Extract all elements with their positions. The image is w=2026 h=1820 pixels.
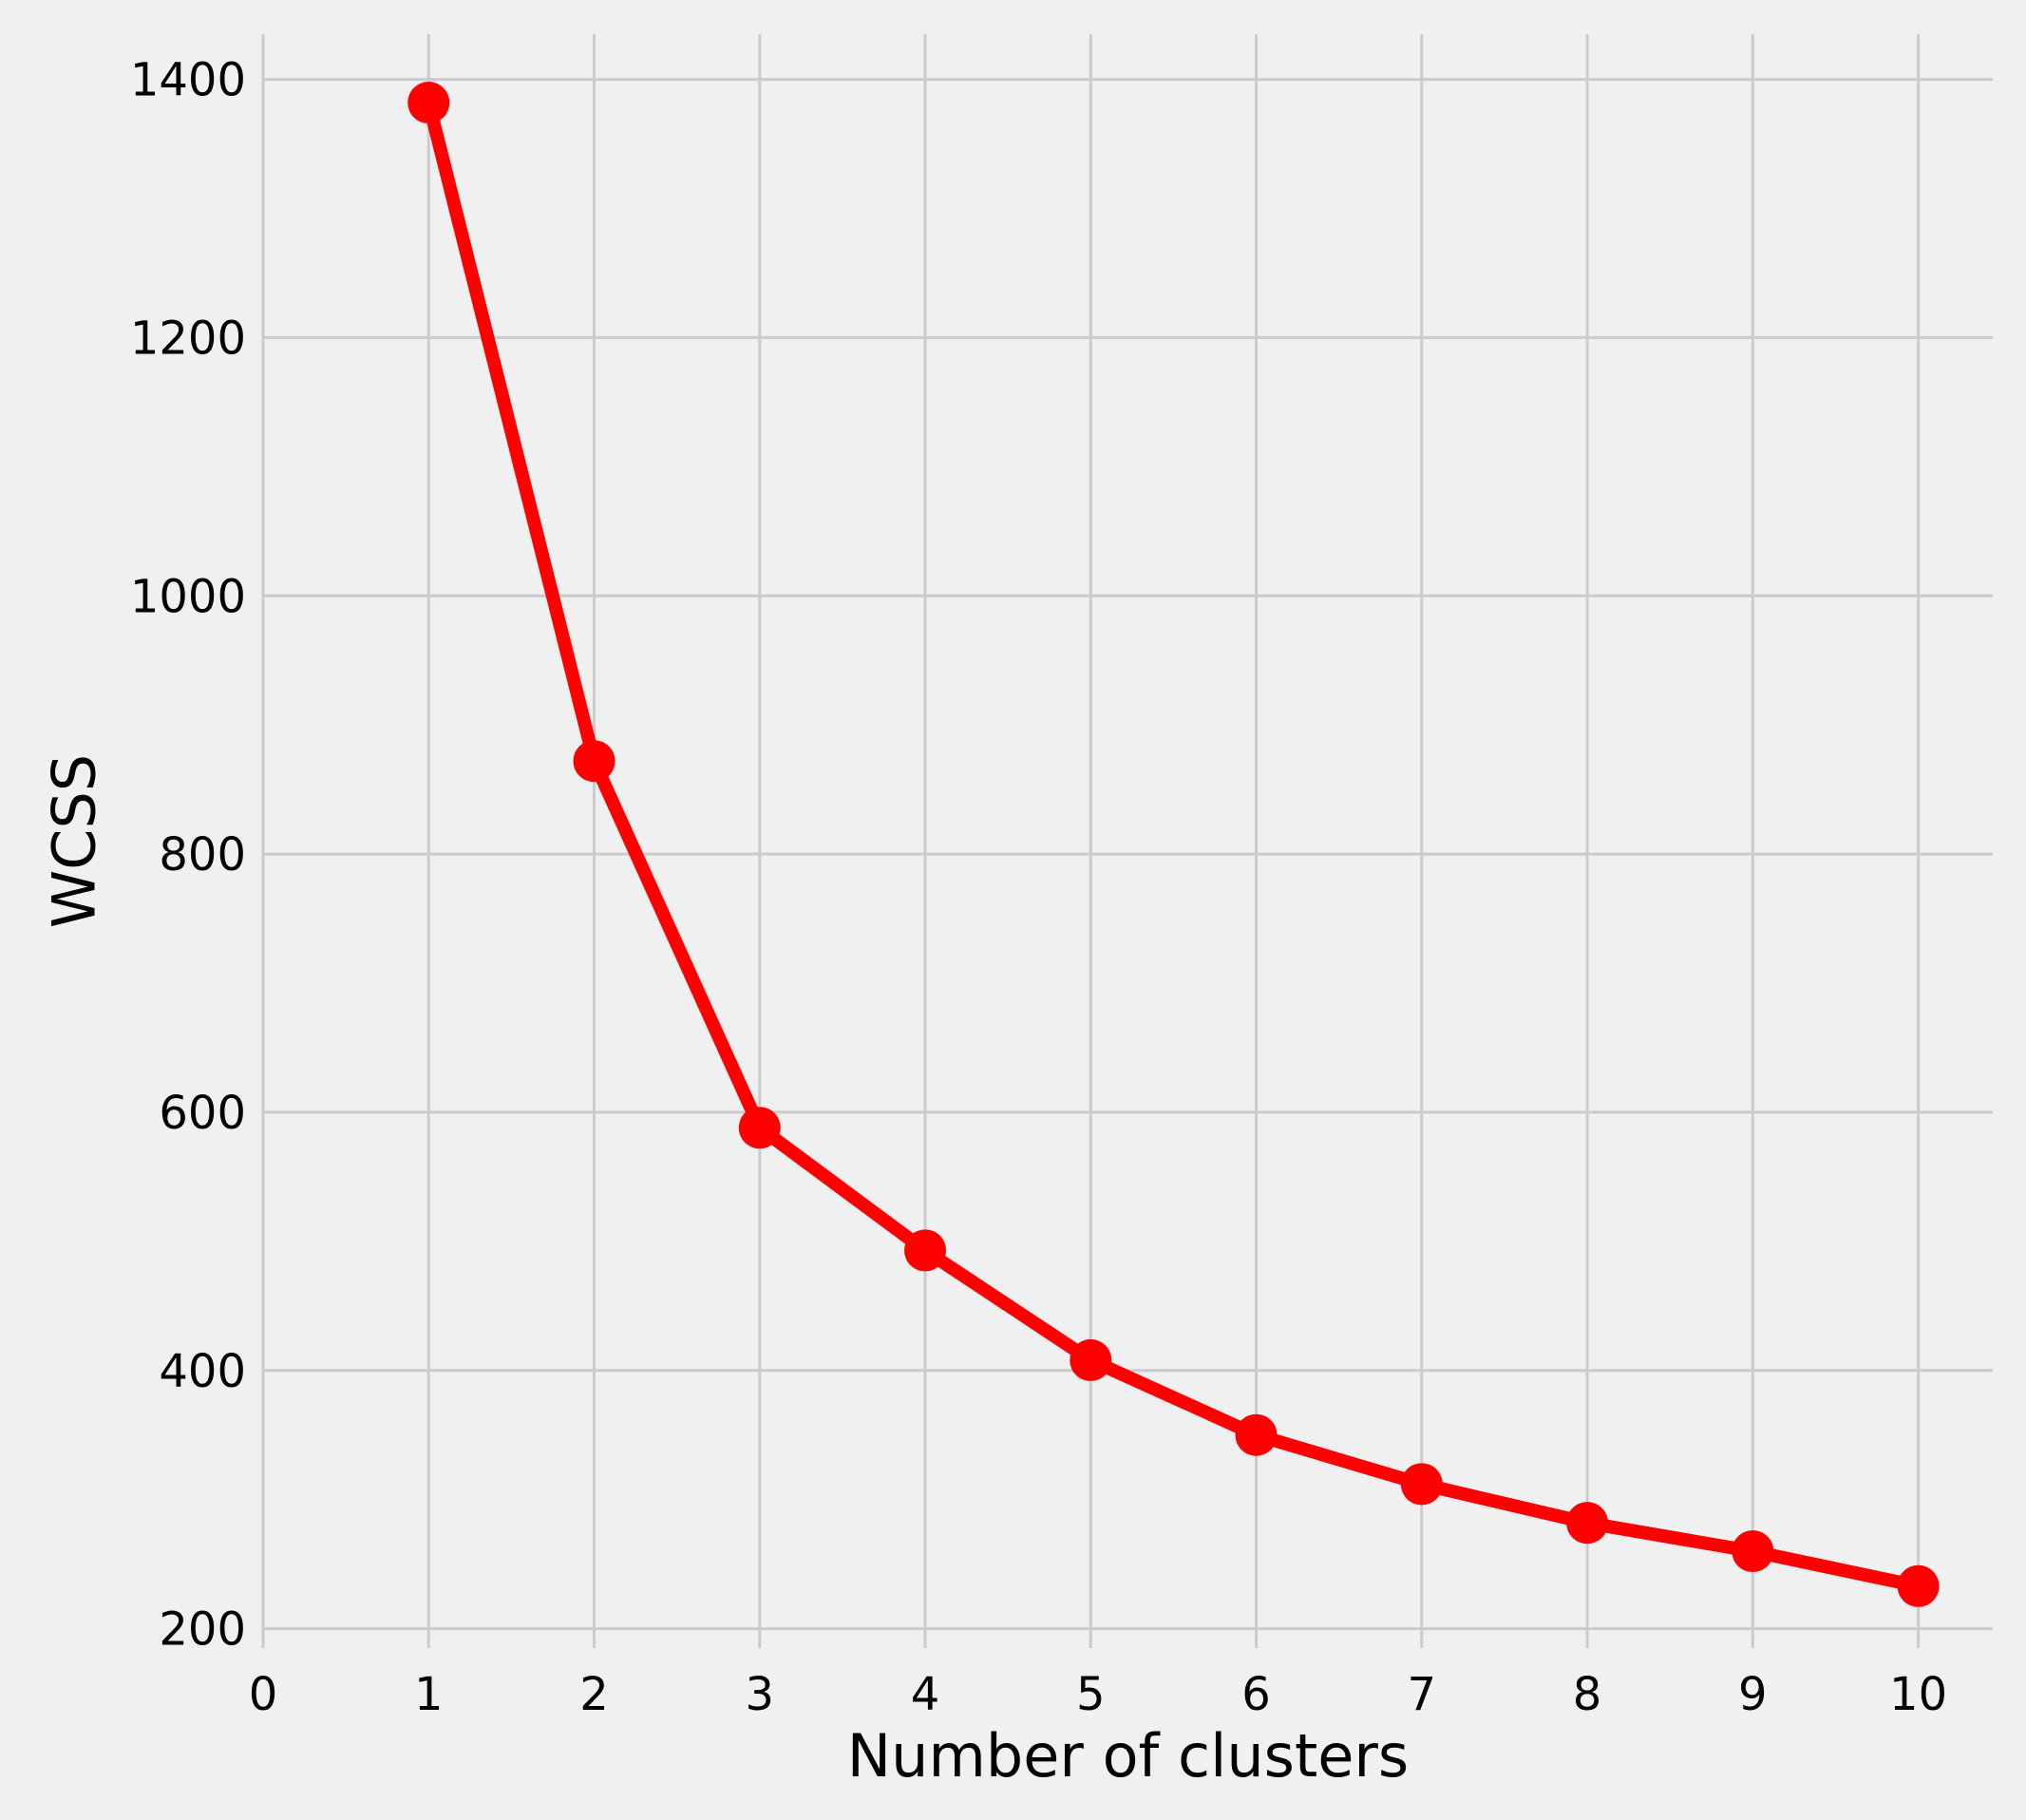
x-tick-label: 6: [1241, 1668, 1271, 1721]
tick-labels: 0 1 2 3 4 5 6 7 8 9 10 200 400 600 800 1000 1200 1400: [130, 54, 1947, 1721]
series-line: [422, 96, 1925, 1593]
y-axis-title: WCSS: [40, 754, 109, 928]
y-tick-label: 200: [159, 1603, 246, 1657]
y-tick-label: 600: [159, 1087, 246, 1140]
x-tick-label: 10: [1889, 1668, 1947, 1721]
y-tick-label: 1200: [130, 312, 246, 365]
data-point: [1070, 1338, 1112, 1381]
x-tick-label: 4: [911, 1668, 940, 1721]
y-tick-label: 400: [159, 1345, 246, 1398]
x-tick-label: 0: [249, 1668, 278, 1721]
x-tick-label: 5: [1076, 1668, 1106, 1721]
y-tick-label: 1000: [130, 570, 246, 623]
x-tick-label: 9: [1738, 1668, 1768, 1721]
data-point: [1732, 1530, 1774, 1573]
y-tick-label: 1400: [130, 54, 246, 107]
x-tick-label: 3: [746, 1668, 775, 1721]
data-point: [904, 1229, 947, 1272]
x-tick-label: 2: [579, 1668, 609, 1721]
data-point: [1897, 1564, 1940, 1607]
x-axis-title: Number of clusters: [847, 1721, 1409, 1791]
grid: [261, 34, 1993, 1648]
data-point: [573, 740, 615, 783]
y-tick-label: 800: [159, 828, 246, 882]
x-tick-label: 1: [414, 1668, 444, 1721]
data-point: [407, 82, 450, 124]
data-point: [738, 1107, 781, 1149]
data-point: [1400, 1463, 1443, 1506]
series-group: [407, 82, 1940, 1607]
data-point: [1235, 1413, 1278, 1456]
data-point: [1566, 1502, 1609, 1545]
x-tick-label: 7: [1408, 1668, 1437, 1721]
x-tick-label: 8: [1573, 1668, 1602, 1721]
